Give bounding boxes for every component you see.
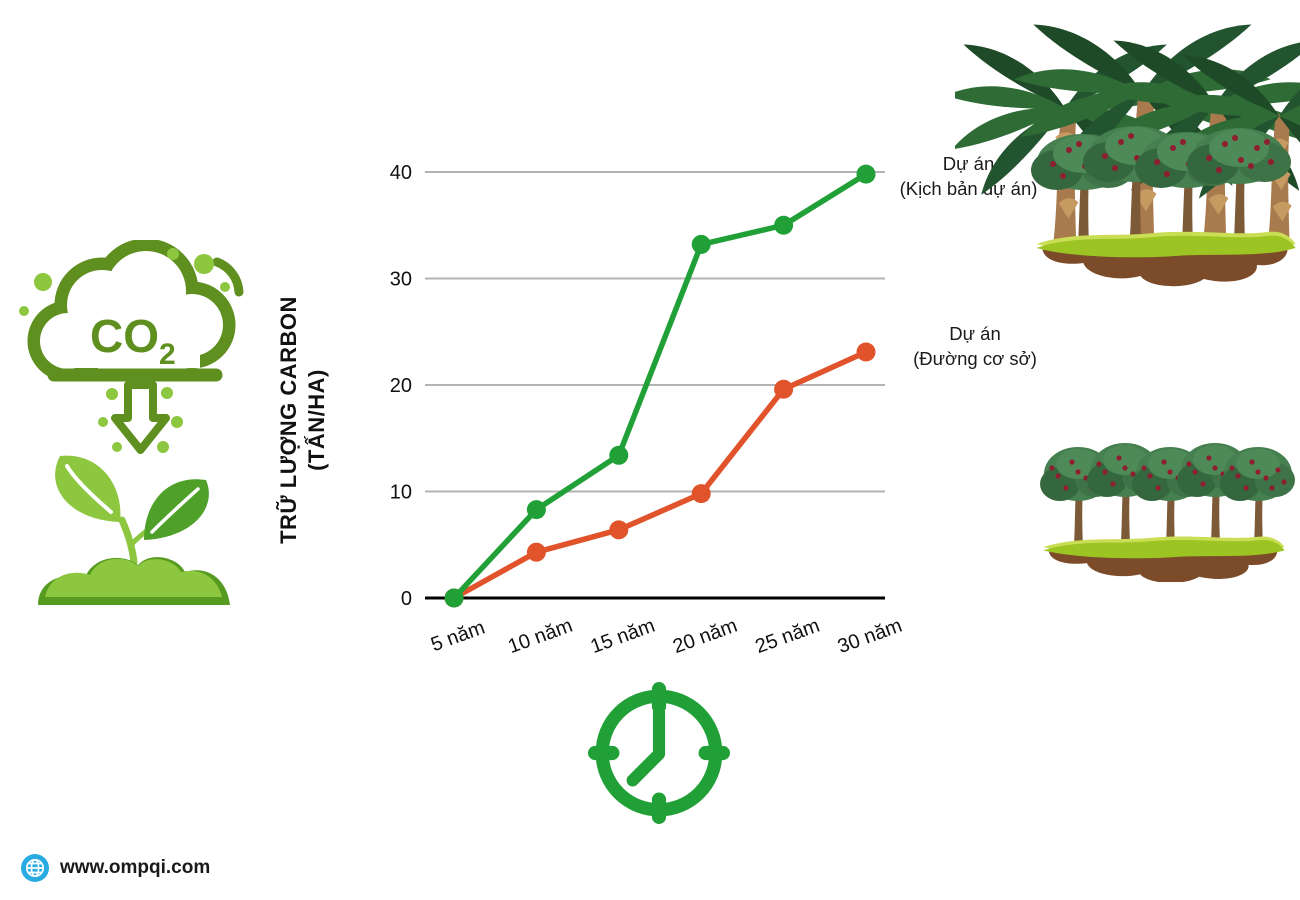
data-point bbox=[856, 164, 876, 184]
clock-hands bbox=[626, 706, 666, 787]
co2-label: CO2 bbox=[90, 310, 176, 371]
baseline-forest-illustration bbox=[1040, 443, 1295, 582]
floating-island bbox=[1036, 231, 1296, 287]
legend-project-scenario: Dự án (Kịch bản dự án) bbox=[876, 151, 1061, 201]
data-point bbox=[444, 588, 464, 608]
legend-project-line2: (Kịch bản dự án) bbox=[899, 178, 1038, 199]
series-line bbox=[451, 349, 869, 601]
x-tick-label: 15 năm bbox=[588, 615, 658, 658]
co2-absorption-icon: CO2 bbox=[19, 240, 244, 605]
co2-dots bbox=[19, 248, 230, 453]
x-tick-label: 10 năm bbox=[505, 615, 575, 658]
y-axis-label-line1: TRỮ LƯỢNG CARBON bbox=[276, 296, 301, 544]
legend-baseline-line1: Dự án bbox=[949, 323, 1001, 344]
y-tick-label: 40 bbox=[390, 162, 412, 184]
down-arrow-icon bbox=[111, 381, 170, 454]
globe-icon bbox=[21, 854, 49, 882]
x-tick-label: 5 năm bbox=[428, 617, 488, 657]
data-point bbox=[856, 342, 876, 362]
baseline-tree bbox=[1220, 447, 1295, 546]
floating-island bbox=[1043, 536, 1285, 582]
data-point bbox=[526, 542, 546, 562]
project-forest-illustration bbox=[955, 12, 1300, 287]
data-point bbox=[526, 500, 546, 520]
seedling bbox=[38, 455, 230, 605]
legend-baseline-line2: (Đường cơ sở) bbox=[913, 348, 1037, 369]
data-point bbox=[691, 234, 711, 254]
y-axis-label: TRỮ LƯỢNG CARBON (TẤN/HA) bbox=[275, 255, 331, 585]
data-point bbox=[609, 520, 629, 540]
x-tick-label: 20 năm bbox=[670, 615, 740, 658]
y-tick-label: 0 bbox=[401, 588, 412, 610]
x-tick-label: 30 năm bbox=[835, 615, 905, 658]
legend-baseline: Dự án (Đường cơ sở) bbox=[880, 321, 1070, 371]
y-tick-label: 10 bbox=[390, 482, 412, 504]
series-line bbox=[451, 171, 869, 601]
data-point bbox=[609, 445, 629, 465]
data-point bbox=[691, 484, 711, 504]
carbon-stock-line-chart: 0 10 20 30 40 5 năm 10 năm 15 năm 20 năm 25 năm 30… bbox=[390, 162, 905, 658]
footer-branding: www.ompqi.com bbox=[20, 852, 210, 884]
y-axis-label-line2: (TẤN/HA) bbox=[304, 369, 329, 471]
website-url: www.ompqi.com bbox=[60, 857, 211, 878]
legend-project-line1: Dự án bbox=[942, 153, 995, 174]
y-tick-label: 20 bbox=[390, 375, 412, 397]
data-point bbox=[774, 379, 794, 399]
data-point bbox=[774, 215, 794, 235]
clock-icon bbox=[588, 682, 730, 824]
co2-cloud: CO2 bbox=[27, 240, 244, 382]
y-tick-label: 30 bbox=[390, 269, 412, 291]
x-tick-label: 25 năm bbox=[752, 615, 822, 658]
